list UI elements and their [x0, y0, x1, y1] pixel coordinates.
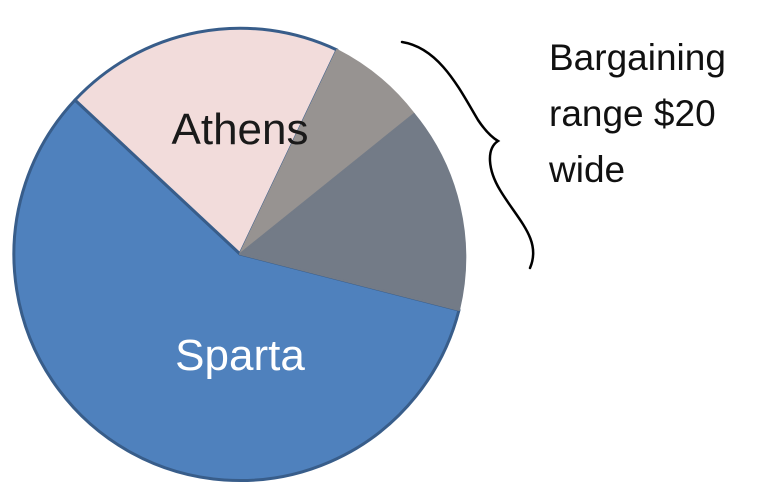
bargaining-range-brace — [400, 40, 535, 270]
sparta-label: Sparta — [175, 331, 305, 380]
annotation-line-2: range $20 — [549, 93, 716, 134]
bargaining-range-annotation: Bargaining range $20 wide — [549, 30, 764, 198]
annotation-line-3: wide — [549, 149, 626, 190]
slice-sparta — [12, 98, 461, 483]
slice-bargaining-light — [239, 49, 415, 255]
annotation-line-1: Bargaining — [549, 37, 726, 78]
slice-bargaining-dark — [239, 113, 467, 311]
slice-athens — [73, 26, 339, 256]
athens-label: Athens — [172, 105, 309, 154]
